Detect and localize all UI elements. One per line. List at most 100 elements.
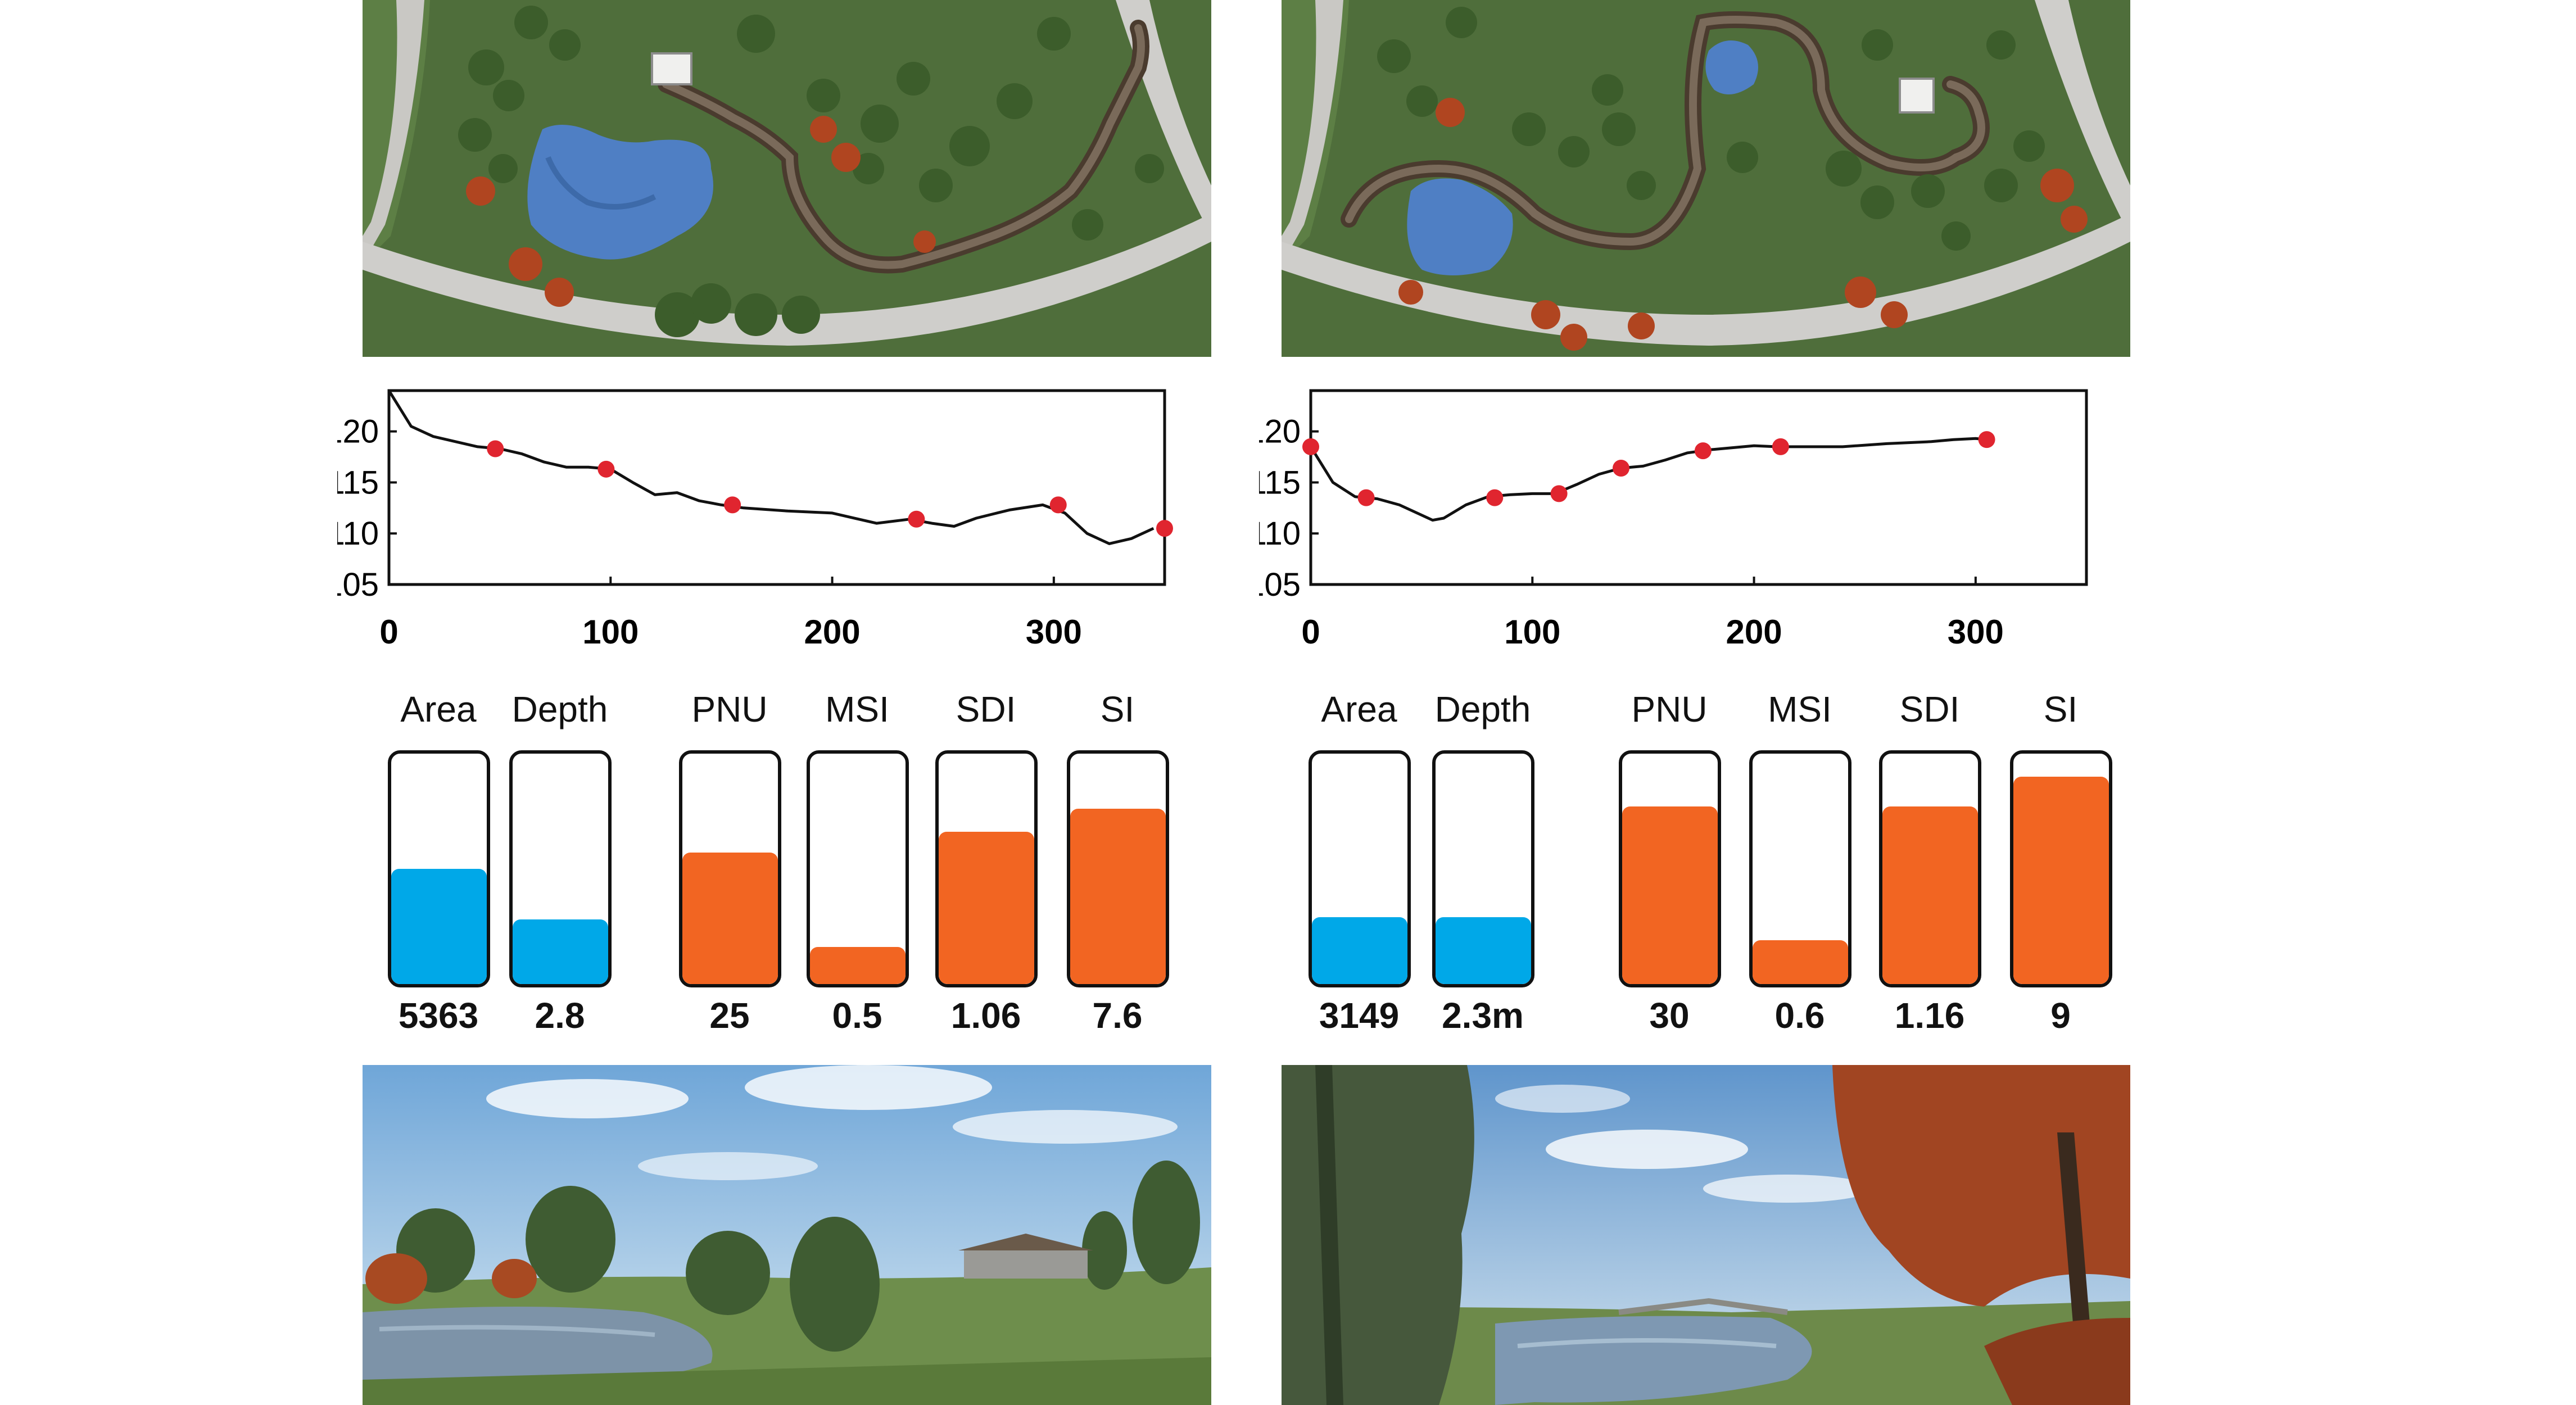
gauge-msi: MSI 0.6 [1749,683,1851,1054]
gauge-area: Area 5363 [388,683,490,1054]
elevation-marker [1156,520,1173,537]
elevation-marker [724,496,741,514]
gauge-value: 0.5 [832,995,882,1036]
gauge-fill [1312,917,1407,984]
gauge-label: SDI [956,689,1016,729]
gauge-tube [935,750,1038,987]
gauge-sdi: SDI 1.06 [935,683,1038,1054]
street-view-right [1282,1065,2130,1405]
gauge-label: MSI [1768,689,1832,729]
gauge-label: PNU [691,689,768,729]
gauge-tube [1749,750,1851,987]
gauge-value: 1.16 [1894,995,1965,1036]
y-tick-label: 120 [1259,414,1301,450]
gauge-value: 5363 [398,995,479,1036]
x-tick-label: 0 [379,613,398,651]
metric-gauges-right: Area 3149 Depth 2.3m PNU 30 MSI 0.6 SDI … [1282,683,2158,1054]
gauge-tube [2010,750,2112,987]
street-view-left [363,1065,1211,1405]
elevation-marker [1357,489,1375,506]
gauge-value: 0.6 [1774,995,1825,1036]
gauge-tube [1309,750,1411,987]
x-tick-label: 200 [804,613,861,651]
elevation-marker [908,510,925,528]
gauge-depth: Depth 2.3m [1432,683,1534,1054]
y-tick-label: 115 [1259,464,1301,501]
metric-gauges-left: Area 5363 Depth 2.8 PNU 25 MSI 0.5 SDI 1… [360,683,1237,1054]
elevation-marker [1302,438,1319,455]
elevation-profile-chart-left: 105 110 115 120 0 100 200 300 [337,377,1225,677]
gauge-fill [1622,806,1718,984]
gauge-label: Area [400,689,477,729]
gauge-value: 30 [1649,995,1690,1036]
y-tick-label: 110 [1259,515,1301,552]
elevation-marker [1978,431,1995,448]
gauge-label: SDI [1899,689,1960,729]
elevation-marker [1772,438,1789,455]
gauge-si: SI 7.6 [1067,683,1169,1054]
gauge-pnu: PNU 30 [1619,683,1721,1054]
elevation-line [387,389,1155,545]
gauge-fill [939,832,1034,984]
gauge-fill [513,919,608,984]
gauge-label: Area [1321,689,1397,729]
elevation-profile-chart-right: 105 110 115 120 0 100 200 300 [1259,377,2147,677]
elevation-marker [1486,489,1504,506]
y-tick-label: 110 [337,515,379,552]
elevation-marker [1694,442,1712,460]
elevation-marker [487,440,504,457]
gauge-area: Area 3149 [1309,683,1411,1054]
gauge-si: SI 9 [2010,683,2112,1054]
gauge-tube [509,750,612,987]
gauge-value: 2.8 [535,995,585,1036]
x-tick-label: 300 [1026,613,1082,651]
aerial-map-right [1282,0,2130,357]
gauge-fill [1882,806,1978,984]
plot-frame [1309,389,2088,586]
gauge-fill [682,853,778,984]
gauge-tube [1879,750,1981,987]
elevation-marker [1550,485,1568,502]
gauge-label: Depth [1434,689,1531,729]
x-tick-label: 100 [582,613,639,651]
gauge-fill [391,869,487,984]
x-tick-label: 0 [1301,613,1320,651]
gauge-fill [1436,917,1531,984]
gauge-value: 25 [709,995,750,1036]
gauge-sdi: SDI 1.16 [1879,683,1981,1054]
gauge-tube [807,750,909,987]
gauge-msi: MSI 0.5 [807,683,909,1054]
aerial-map-left [363,0,1211,357]
gauge-value: 2.3m [1442,995,1524,1036]
elevation-marker [597,460,615,478]
y-tick-label: 115 [337,464,379,501]
gauge-fill [810,947,906,984]
y-tick-label: 105 [337,566,379,603]
gauge-pnu: PNU 25 [679,683,781,1054]
gauge-depth: Depth 2.8 [509,683,612,1054]
gauge-fill [2013,777,2109,984]
x-tick-label: 200 [1726,613,1782,651]
gauge-value: 1.06 [950,995,1021,1036]
gauge-tube [679,750,781,987]
x-tick-label: 100 [1504,613,1560,651]
y-tick-label: 105 [1259,566,1301,603]
elevation-line [1309,437,1987,522]
gauge-value: 9 [2050,995,2071,1036]
elevation-marker [1049,496,1067,514]
gauge-tube [1067,750,1169,987]
gauge-label: SI [2043,689,2078,729]
gauge-value: 7.6 [1092,995,1143,1036]
gauge-fill [1070,809,1166,984]
plot-frame [387,389,1166,586]
gauge-fill [1753,940,1848,984]
gauge-tube [1432,750,1534,987]
gauge-label: Depth [511,689,608,729]
gauge-value: 3149 [1319,995,1400,1036]
elevation-marker [1613,460,1629,477]
gauge-label: PNU [1631,689,1708,729]
gauge-label: SI [1100,689,1135,729]
gauge-tube [388,750,490,987]
x-tick-label: 300 [1948,613,2004,651]
y-tick-label: 120 [337,414,379,450]
